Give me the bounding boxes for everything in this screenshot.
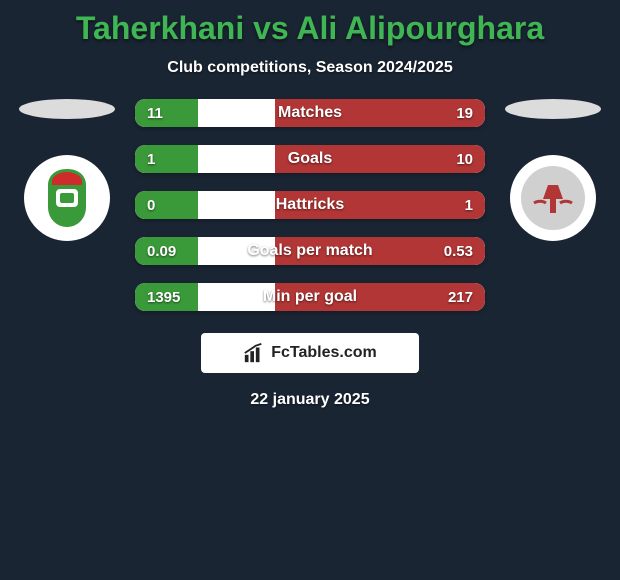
brand-text: FcTables.com [271,344,377,362]
left-club-badge [24,155,110,241]
stat-value-left: 0 [147,191,155,219]
stat-value-right: 1 [465,191,473,219]
right-nationality-flag [505,99,601,119]
stat-value-left: 1 [147,145,155,173]
stat-value-right: 0.53 [444,237,473,265]
stat-bar: Matches11 19 [135,99,485,127]
brand-badge: FcTables.com [201,333,419,373]
stat-bar: Hattricks0 1 [135,191,485,219]
stat-value-left: 1395 [147,283,180,311]
stat-bar: Goals per match0.09 0.53 [135,237,485,265]
stat-value-right: 10 [456,145,473,173]
left-nationality-flag [19,99,115,119]
stat-value-right: 217 [448,283,473,311]
left-player-col [17,99,117,241]
stat-label: Min per goal [135,283,485,311]
stats-column: Matches1119Goals110Hattricks01Goals per … [135,99,485,311]
date-text: 22 january 2025 [0,391,620,409]
right-player-col [503,99,603,241]
stat-value-left: 0.09 [147,237,176,265]
left-club-icon [32,163,102,233]
comparison-row: Matches1119Goals110Hattricks01Goals per … [0,99,620,311]
stat-bar: Goals1 10 [135,145,485,173]
page-title: Taherkhani vs Ali Alipourghara [0,0,620,47]
chart-icon [243,342,265,364]
right-club-badge [510,155,596,241]
stat-label: Goals [135,145,485,173]
stat-label: Goals per match [135,237,485,265]
stat-label: Matches [135,99,485,127]
stat-value-left: 11 [147,99,163,127]
right-club-icon [518,163,588,233]
subtitle: Club competitions, Season 2024/2025 [0,59,620,77]
stat-label: Hattricks [135,191,485,219]
stat-bar: Min per goal1395 217 [135,283,485,311]
stat-value-right: 19 [456,99,473,127]
